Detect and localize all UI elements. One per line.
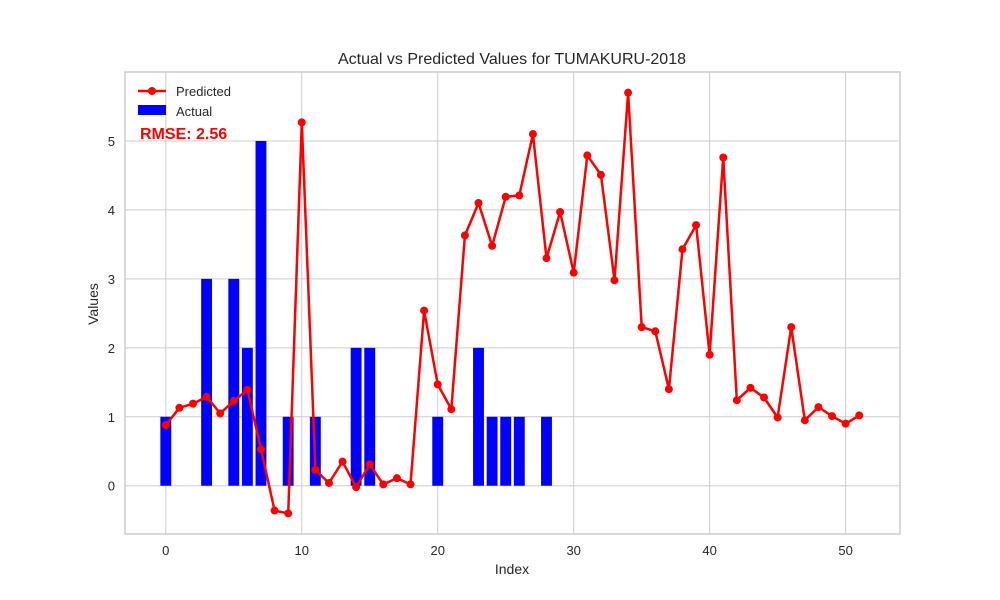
actual-bar <box>541 416 552 486</box>
predicted-point <box>365 460 374 469</box>
actual-bars <box>160 140 552 486</box>
predicted-point <box>515 191 524 200</box>
predicted-point <box>161 421 170 430</box>
predicted-series <box>161 88 864 518</box>
predicted-point <box>841 419 850 428</box>
predicted-point <box>474 199 483 208</box>
x-tick-label: 30 <box>566 543 580 558</box>
y-tick-label: 3 <box>108 272 115 287</box>
predicted-point <box>855 411 864 420</box>
legend-actual-swatch <box>138 105 166 115</box>
actual-bar <box>500 416 512 486</box>
predicted-point <box>528 130 537 139</box>
predicted-point <box>256 445 265 454</box>
predicted-point <box>297 118 306 127</box>
legend: Predicted Actual <box>138 84 231 119</box>
predicted-point <box>284 509 293 518</box>
predicted-point <box>229 396 238 405</box>
predicted-point <box>556 207 565 216</box>
x-tick-label: 50 <box>838 543 852 558</box>
predicted-point <box>488 241 497 250</box>
predicted-point <box>202 392 211 401</box>
predicted-point <box>447 405 456 414</box>
predicted-point <box>216 409 225 418</box>
predicted-point <box>243 385 252 394</box>
predicted-point <box>175 403 184 412</box>
x-tick-label: 40 <box>702 543 716 558</box>
predicted-point <box>324 478 333 487</box>
predicted-point <box>692 221 701 230</box>
y-tick-label: 5 <box>108 134 115 149</box>
predicted-point <box>338 457 347 466</box>
actual-bar <box>228 278 240 486</box>
predicted-point <box>800 416 809 425</box>
predicted-point <box>678 245 687 254</box>
chart-title: Actual vs Predicted Values for TUMAKURU-… <box>338 51 686 68</box>
predicted-point <box>188 399 197 408</box>
rmse-annotation: RMSE: 2.56 <box>140 126 227 143</box>
actual-bar <box>241 347 253 486</box>
predicted-point <box>828 412 837 421</box>
predicted-point <box>596 170 605 179</box>
predicted-point <box>624 88 633 97</box>
predicted-point <box>732 396 741 405</box>
predicted-point <box>352 483 361 492</box>
predicted-point <box>583 151 592 160</box>
predicted-point <box>610 276 619 285</box>
predicted-point <box>542 254 551 263</box>
predicted-point <box>637 323 646 332</box>
actual-bar <box>473 347 484 486</box>
y-tick-label: 0 <box>108 479 115 494</box>
y-tick-label: 1 <box>108 410 115 425</box>
predicted-point <box>460 231 469 240</box>
actual-bar <box>350 347 362 486</box>
x-tick-label: 20 <box>430 543 444 558</box>
x-tick-label: 10 <box>295 543 309 558</box>
predicted-point <box>760 393 769 402</box>
y-axis-label: Values <box>85 283 101 325</box>
predicted-point <box>814 403 823 412</box>
actual-bar <box>201 278 213 486</box>
legend-predicted-marker <box>148 87 156 95</box>
predicted-point <box>420 306 429 315</box>
predicted-point <box>406 480 415 489</box>
predicted-point <box>773 413 782 422</box>
actual-bar <box>364 347 376 486</box>
predicted-point <box>746 383 755 392</box>
actual-bar <box>255 140 267 486</box>
predicted-point <box>311 465 320 474</box>
predicted-point <box>651 327 660 336</box>
actual-bar <box>513 416 525 486</box>
predicted-point <box>719 153 728 162</box>
actual-bar <box>160 416 172 486</box>
y-axis-ticks: 0 1 2 3 4 5 <box>108 134 115 494</box>
predicted-point <box>705 350 714 359</box>
y-tick-label: 2 <box>108 341 115 356</box>
actual-bar <box>486 416 498 486</box>
plot-area <box>124 71 901 535</box>
x-tick-label: 0 <box>162 543 169 558</box>
predicted-point <box>270 506 279 515</box>
actual-bar <box>432 416 444 486</box>
predicted-point <box>501 192 510 201</box>
predicted-point <box>787 323 796 332</box>
legend-actual-label: Actual <box>176 104 212 119</box>
legend-predicted-label: Predicted <box>176 84 231 99</box>
actual-bar <box>282 416 294 486</box>
predicted-line <box>164 91 860 515</box>
x-axis-ticks: 0 10 20 30 40 50 <box>162 543 853 558</box>
predicted-point <box>433 380 442 389</box>
predicted-point <box>569 268 578 277</box>
x-axis-label: Index <box>495 561 529 577</box>
predicted-point <box>392 474 401 483</box>
predicted-point <box>664 385 673 394</box>
predicted-point <box>379 480 388 489</box>
y-tick-label: 4 <box>108 203 115 218</box>
